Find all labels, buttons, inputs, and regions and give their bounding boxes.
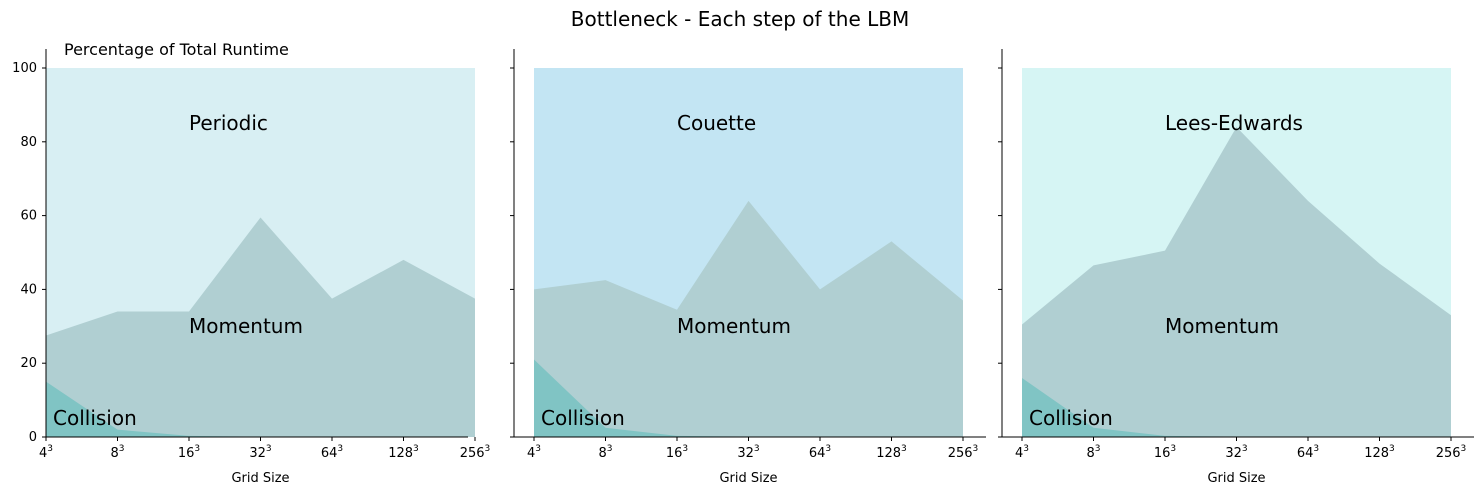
x-tick-label: 163: [178, 444, 200, 461]
x-tick-label: 323: [249, 444, 271, 461]
y-axis-title: Percentage of Total Runtime: [64, 40, 289, 59]
y-tick-label: 40: [20, 282, 37, 297]
y-tick-label: 100: [12, 61, 37, 76]
panel-periodic: 0 20 40 60 80 100 43 83 163 323 643 1283 2563 Grid Si…: [12, 49, 490, 486]
x-tick-label: 323: [1225, 444, 1247, 461]
x-tick-label: 163: [666, 444, 688, 461]
area-label-collision: Collision: [1029, 406, 1113, 430]
area-momentum: [1022, 127, 1451, 437]
x-tick-label: 1283: [388, 444, 419, 461]
x-axis-label: Grid Size: [719, 471, 777, 486]
x-tick-label: 643: [321, 444, 343, 461]
y-tick-label: 60: [20, 209, 37, 224]
y-tick-label: 20: [20, 356, 37, 371]
y-tick-label: 80: [20, 135, 37, 150]
x-tick-label: 2563: [948, 444, 979, 461]
x-tick-label: 83: [598, 444, 612, 461]
x-tick-label: 643: [809, 444, 831, 461]
area-momentum: [46, 217, 475, 437]
x-tick-label: 43: [1015, 444, 1029, 461]
x-tick-label: 1283: [876, 444, 907, 461]
x-tick-label: 323: [737, 444, 759, 461]
chart-title: Bottleneck - Each step of the LBM: [571, 7, 909, 31]
area-label-momentum: Momentum: [677, 314, 791, 338]
x-tick-label: 43: [39, 444, 53, 461]
x-axis-label: Grid Size: [231, 471, 289, 486]
x-tick-label: 1283: [1364, 444, 1395, 461]
area-collision: [534, 359, 963, 437]
area-label-couette: Couette: [677, 111, 756, 135]
x-tick-label: 83: [1086, 444, 1100, 461]
x-tick-label: 643: [1297, 444, 1319, 461]
panels: 0 20 40 60 80 100 43 83 163 323 643 1283 2563 Grid Si…: [12, 49, 1474, 486]
area-label-lees-edwards: Lees-Edwards: [1165, 111, 1303, 135]
area-collision: [46, 381, 475, 437]
panel-lees-edwards: 43 83 163 323 643 1283 2563 Grid Size Lees-Edwar…: [998, 49, 1474, 486]
area-momentum: [534, 200, 963, 437]
area-label-collision: Collision: [53, 406, 137, 430]
x-tick-label: 2563: [1436, 444, 1467, 461]
x-tick-label: 83: [110, 444, 124, 461]
x-tick-label: 43: [527, 444, 541, 461]
panel-couette: 43 83 163 323 643 1283 2563 Grid Size Couette Mom…: [510, 49, 986, 486]
area-label-momentum: Momentum: [189, 314, 303, 338]
area-collision: [1022, 377, 1451, 437]
area-label-periodic: Periodic: [189, 111, 268, 135]
area-label-momentum: Momentum: [1165, 314, 1279, 338]
x-axis-label: Grid Size: [1207, 471, 1265, 486]
x-tick-label: 163: [1154, 444, 1176, 461]
area-label-collision: Collision: [541, 406, 625, 430]
x-tick-label: 2563: [460, 444, 491, 461]
y-tick-label: 0: [29, 430, 37, 445]
